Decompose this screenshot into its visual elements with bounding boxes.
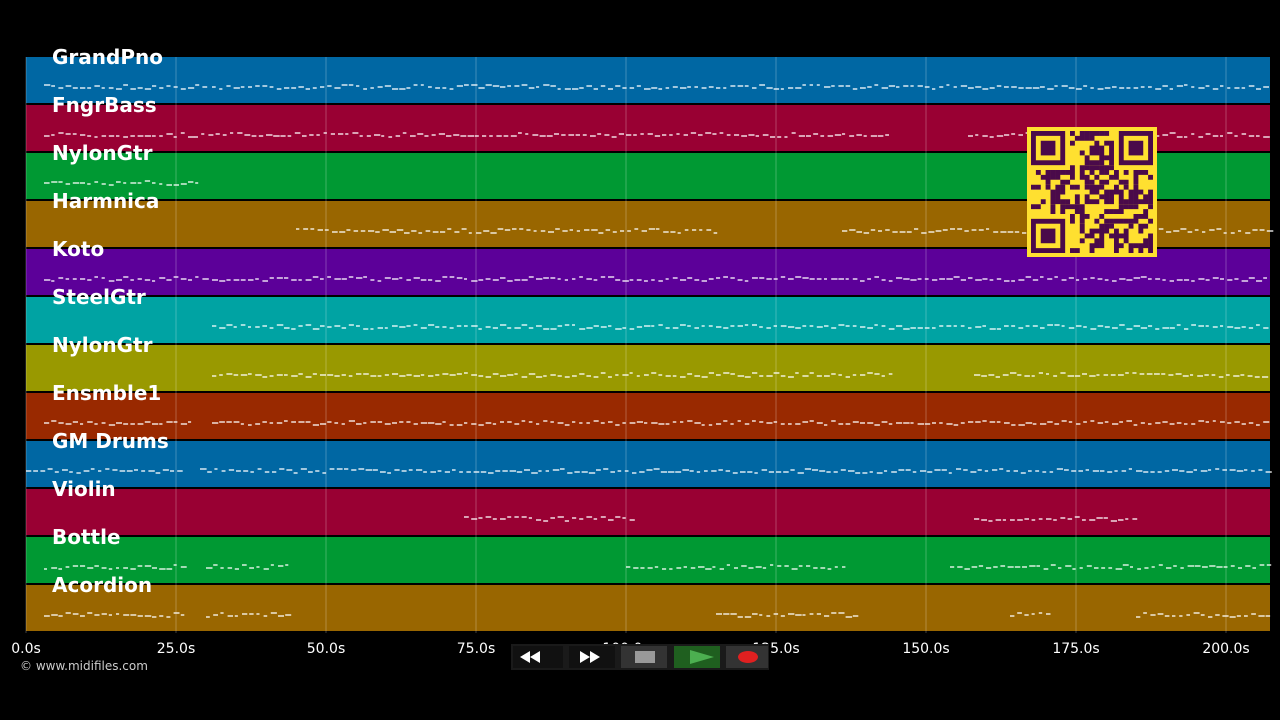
track-lane bbox=[26, 345, 1270, 391]
note-run bbox=[1136, 612, 1271, 618]
track-name: Violin bbox=[52, 477, 116, 501]
note-run bbox=[212, 276, 1267, 282]
note-run bbox=[212, 324, 1269, 330]
time-tick-label: 25.0s bbox=[157, 641, 195, 657]
time-tick-label: 0.0s bbox=[11, 641, 41, 657]
qr-finder bbox=[1040, 228, 1056, 244]
track-name: GrandPno bbox=[52, 45, 163, 69]
track-name: Bottle bbox=[52, 525, 121, 549]
note-run bbox=[44, 84, 208, 90]
track-lane bbox=[26, 57, 1270, 103]
notes bbox=[26, 84, 1274, 618]
track-name: NylonGtr bbox=[52, 141, 153, 165]
play-icon bbox=[690, 650, 714, 664]
track-name: Harmnica bbox=[52, 189, 159, 213]
note-run bbox=[44, 564, 187, 570]
note-run bbox=[44, 276, 209, 282]
player-controls bbox=[511, 644, 769, 670]
track-name: FngrBass bbox=[52, 93, 157, 117]
note-run bbox=[206, 612, 292, 618]
note-run bbox=[200, 468, 1272, 474]
note-run bbox=[974, 372, 1269, 378]
note-run bbox=[950, 564, 1272, 570]
qr-finder bbox=[1040, 140, 1056, 156]
track-name: SteelGtr bbox=[52, 285, 146, 309]
rewind-button[interactable] bbox=[513, 646, 563, 668]
copyright: © www.midifiles.com bbox=[20, 659, 148, 673]
note-run bbox=[44, 420, 192, 426]
note-run bbox=[212, 420, 1270, 426]
qr-code bbox=[1027, 127, 1157, 257]
note-run bbox=[44, 132, 195, 138]
grid bbox=[25, 57, 1227, 633]
forward-button[interactable] bbox=[569, 646, 615, 668]
record-icon bbox=[738, 651, 758, 663]
note-run bbox=[194, 132, 889, 138]
track-lane bbox=[26, 537, 1270, 583]
track-labels: GrandPno FngrBass NylonGtr Harmnica Koto Stee… bbox=[52, 45, 169, 597]
qr-finder bbox=[1128, 140, 1144, 156]
play-button[interactable] bbox=[674, 646, 720, 668]
note-run bbox=[212, 84, 1269, 90]
track-name: Koto bbox=[52, 237, 104, 261]
rewind-icon bbox=[520, 651, 540, 663]
note-run bbox=[716, 612, 859, 618]
time-tick-label: 75.0s bbox=[457, 641, 495, 657]
note-run bbox=[212, 372, 893, 378]
note-run bbox=[26, 468, 183, 474]
time-tick-label: 50.0s bbox=[307, 641, 345, 657]
stop-icon bbox=[635, 651, 655, 663]
track-name: Acordion bbox=[52, 573, 152, 597]
stop-button[interactable] bbox=[621, 646, 667, 668]
note-run bbox=[206, 564, 289, 570]
record-button[interactable] bbox=[726, 646, 768, 668]
track-name: NylonGtr bbox=[52, 333, 153, 357]
track-name: Ensmble1 bbox=[52, 381, 161, 405]
note-run bbox=[464, 516, 635, 522]
track-name: GM Drums bbox=[52, 429, 169, 453]
note-run bbox=[974, 516, 1138, 522]
track-lane bbox=[26, 585, 1270, 631]
track-lane bbox=[26, 393, 1270, 439]
time-tick-label: 150.0s bbox=[902, 641, 949, 657]
note-run bbox=[296, 228, 718, 234]
qr-modules bbox=[1031, 131, 1153, 253]
note-run bbox=[44, 612, 185, 618]
note-run bbox=[626, 564, 846, 570]
track-lane bbox=[26, 441, 1270, 487]
forward-icon bbox=[580, 651, 600, 663]
note-run bbox=[1010, 612, 1051, 617]
track-lane bbox=[26, 297, 1270, 343]
time-tick-label: 200.0s bbox=[1202, 641, 1249, 657]
time-tick-label: 175.0s bbox=[1052, 641, 1099, 657]
note-run bbox=[44, 180, 199, 186]
track-lane bbox=[26, 489, 1270, 535]
